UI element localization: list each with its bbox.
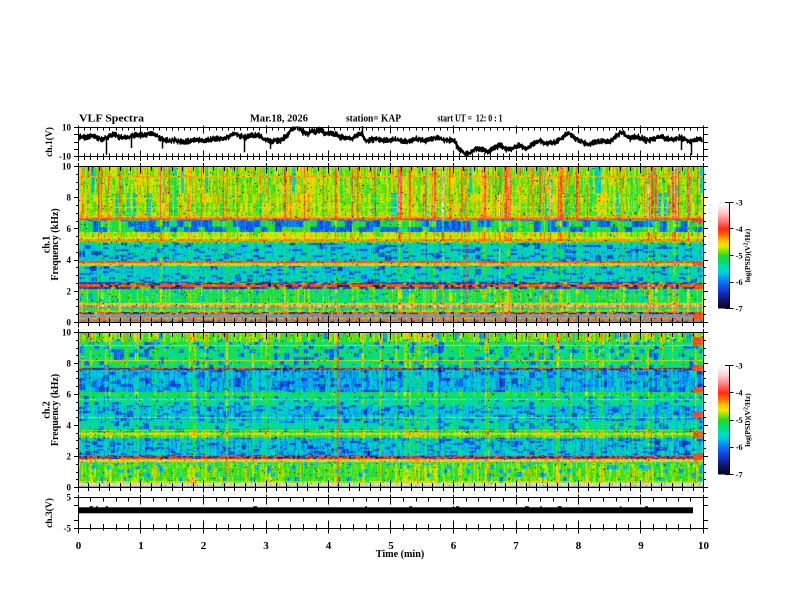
- svg-text:6: 6: [67, 224, 72, 234]
- svg-text:1: 1: [138, 540, 144, 552]
- svg-text:-4: -4: [736, 224, 744, 234]
- svg-text:-7: -7: [736, 303, 744, 313]
- svg-text:0: 0: [67, 318, 72, 328]
- svg-text:ch.1: ch.1: [42, 236, 53, 254]
- svg-text:2: 2: [67, 452, 72, 462]
- svg-text:-7: -7: [736, 469, 744, 479]
- svg-text:4: 4: [67, 255, 72, 265]
- svg-text:Frequency (kHz): Frequency (kHz): [50, 374, 61, 446]
- svg-text:Time (min): Time (min): [376, 549, 425, 560]
- svg-text:2: 2: [201, 540, 207, 552]
- svg-text:5: 5: [388, 540, 394, 552]
- svg-text:start UT = 12: 0 : 1: start UT = 12: 0 : 1: [438, 114, 503, 125]
- svg-text:ch.1(V): ch.1(V): [44, 127, 55, 157]
- svg-text:-6: -6: [736, 277, 743, 287]
- svg-text:ch.3(V): ch.3(V): [44, 498, 55, 528]
- svg-text:station= KAP: station= KAP: [346, 114, 401, 125]
- svg-text:-3: -3: [736, 197, 743, 207]
- svg-text:-6: -6: [736, 442, 743, 452]
- svg-text:6: 6: [451, 540, 457, 552]
- svg-text:9: 9: [638, 540, 644, 552]
- svg-text:-5: -5: [736, 250, 743, 260]
- svg-text:8: 8: [67, 359, 72, 369]
- svg-text:8: 8: [576, 540, 582, 552]
- svg-text:7: 7: [513, 540, 519, 552]
- svg-text:10: 10: [62, 162, 72, 172]
- svg-text:10: 10: [62, 123, 72, 133]
- svg-text:4: 4: [326, 540, 332, 552]
- svg-text:log(PSD)(V2/Hz): log(PSD)(V2/Hz): [743, 393, 752, 447]
- svg-text:3: 3: [263, 540, 269, 552]
- svg-text:-3: -3: [736, 360, 743, 370]
- svg-text:VLF Spectra: VLF Spectra: [79, 113, 145, 125]
- svg-text:-5: -5: [736, 415, 743, 425]
- svg-text:10: 10: [698, 540, 710, 552]
- svg-text:ch.2: ch.2: [42, 401, 53, 419]
- svg-text:-4: -4: [736, 388, 744, 398]
- svg-text:-10: -10: [59, 152, 71, 162]
- svg-text:log(PSD)(V2/Hz): log(PSD)(V2/Hz): [743, 228, 752, 282]
- svg-text:6: 6: [67, 390, 72, 400]
- svg-text:Frequency (kHz): Frequency (kHz): [50, 208, 61, 280]
- svg-text:Mar.18, 2026: Mar.18, 2026: [250, 114, 308, 125]
- svg-text:0: 0: [76, 540, 82, 552]
- svg-text:5: 5: [67, 493, 72, 503]
- svg-text:10: 10: [62, 328, 72, 338]
- svg-text:8: 8: [67, 193, 72, 203]
- svg-text:0: 0: [67, 483, 72, 493]
- svg-text:-5: -5: [64, 524, 72, 534]
- svg-text:2: 2: [67, 286, 72, 296]
- svg-text:4: 4: [67, 421, 72, 431]
